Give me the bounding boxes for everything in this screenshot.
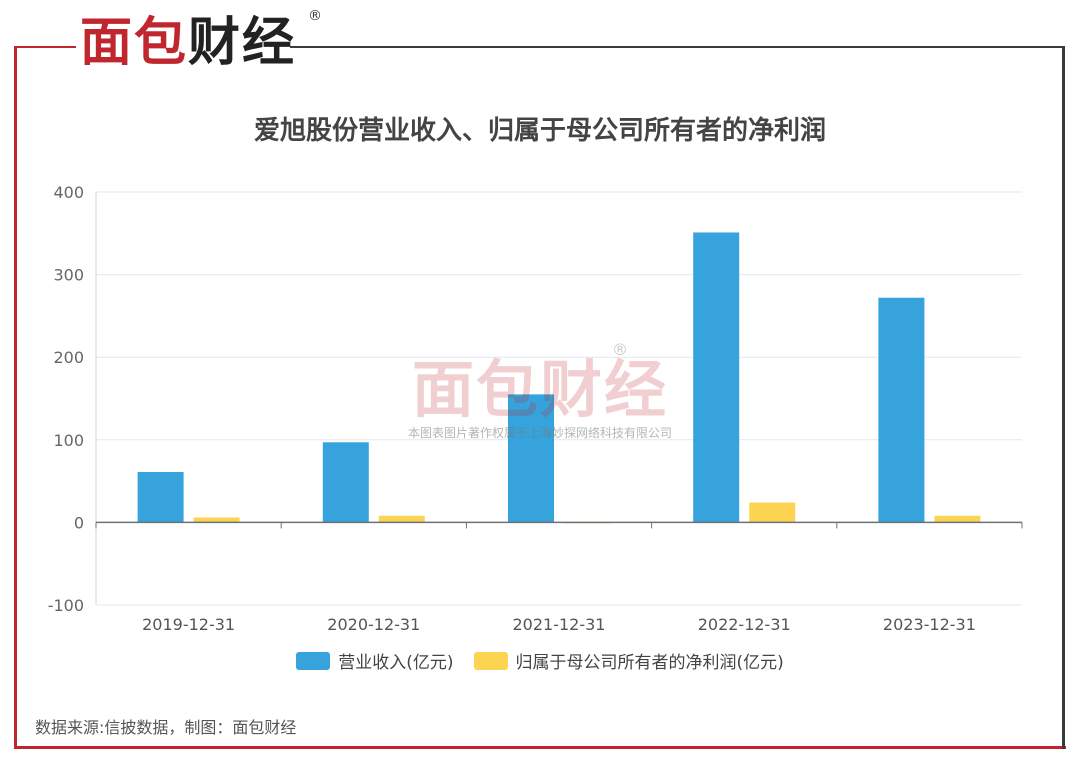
logo-part-red: 面包 [80,13,189,73]
x-tick-label: 2022-12-31 [698,615,791,634]
logo-part-dark: 财经 [188,13,297,73]
bar-revenue [878,297,925,523]
legend-item-revenue[interactable]: 营业收入(亿元) [296,648,454,673]
x-tick-label: 2021-12-31 [513,615,606,634]
data-source-note: 数据来源:信披数据，制图：面包财经 [35,718,297,737]
bar-revenue [693,232,740,523]
registered-mark: ® [308,8,322,24]
y-tick-label: -100 [48,596,84,615]
bar-profit [934,515,981,523]
frame-top-border-left [14,46,76,48]
bar-profit [749,502,796,523]
y-tick-label: 0 [74,513,84,532]
bar-profit [378,515,425,523]
x-tick-label: 2019-12-31 [142,615,235,634]
frame-left-border [14,46,17,749]
legend-item-profit[interactable]: 归属于母公司所有者的净利润(亿元) [473,648,784,673]
legend-swatch-profit [473,651,508,670]
frame-bottom-border [14,746,1066,749]
y-tick-label: 400 [53,183,84,202]
brand-logo: 面包财经 ® [80,8,322,76]
frame-right-border [1062,46,1065,749]
chart-title: 爱旭股份营业收入、归属于母公司所有者的净利润 [253,116,826,146]
x-tick-label: 2023-12-31 [883,615,976,634]
legend-label-profit: 归属于母公司所有者的净利润(亿元) [515,653,784,673]
y-tick-label: 100 [53,431,84,450]
brand-logo-text: 面包财经 [80,13,296,73]
y-tick-label: 300 [53,266,84,285]
bar-profit [193,517,240,523]
chart-legend: 营业收入(亿元) 归属于母公司所有者的净利润(亿元) [0,648,1080,673]
bar-revenue [137,472,184,523]
legend-label-revenue: 营业收入(亿元) [338,653,454,673]
x-tick-label: 2020-12-31 [327,615,420,634]
bar-revenue [508,394,554,523]
y-tick-label: 200 [53,348,84,367]
bar-revenue [322,442,369,523]
frame-top-border-right [290,46,1065,48]
legend-swatch-revenue [296,651,331,670]
